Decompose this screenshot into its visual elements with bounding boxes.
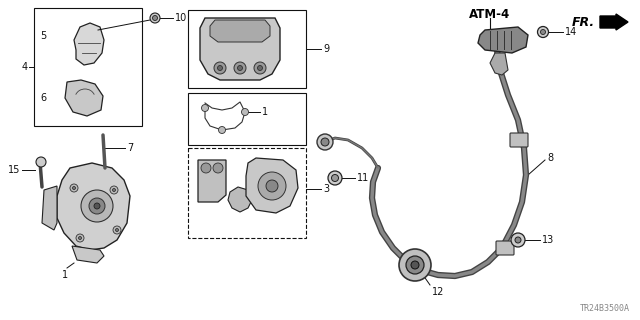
Circle shape — [399, 249, 431, 281]
Circle shape — [328, 171, 342, 185]
Text: 15: 15 — [8, 165, 20, 175]
Bar — [34, 8, 142, 126]
Circle shape — [113, 226, 121, 234]
FancyBboxPatch shape — [496, 241, 514, 255]
Circle shape — [79, 236, 81, 239]
Text: 12: 12 — [432, 287, 444, 297]
Text: 7: 7 — [127, 143, 133, 153]
Circle shape — [150, 13, 160, 23]
Polygon shape — [200, 18, 280, 80]
Circle shape — [538, 27, 548, 37]
Circle shape — [541, 29, 545, 35]
Circle shape — [511, 233, 525, 247]
Text: ATM-4: ATM-4 — [469, 8, 511, 21]
Text: 13: 13 — [542, 235, 554, 245]
Circle shape — [406, 256, 424, 274]
Text: 11: 11 — [357, 173, 369, 183]
Polygon shape — [210, 20, 270, 42]
Text: 14: 14 — [565, 27, 577, 37]
Polygon shape — [72, 246, 104, 263]
Polygon shape — [198, 160, 226, 202]
Text: 10: 10 — [175, 13, 188, 23]
Text: 2: 2 — [267, 199, 273, 209]
Circle shape — [332, 174, 339, 181]
Text: FR.: FR. — [572, 15, 595, 28]
Circle shape — [94, 203, 100, 209]
Circle shape — [411, 261, 419, 269]
Bar — [188, 148, 306, 238]
Circle shape — [201, 163, 211, 173]
FancyBboxPatch shape — [510, 133, 528, 147]
Circle shape — [234, 62, 246, 74]
FancyArrow shape — [600, 14, 628, 30]
Circle shape — [113, 188, 115, 191]
Circle shape — [214, 62, 226, 74]
Circle shape — [257, 66, 262, 70]
Circle shape — [70, 184, 78, 192]
Circle shape — [152, 15, 157, 20]
Text: 16: 16 — [200, 188, 211, 196]
Bar — [188, 10, 306, 88]
Text: 1: 1 — [62, 270, 68, 280]
Text: 9: 9 — [323, 44, 329, 54]
Circle shape — [237, 66, 243, 70]
Circle shape — [72, 187, 76, 189]
Text: 8: 8 — [547, 153, 553, 163]
Circle shape — [241, 108, 248, 116]
Circle shape — [254, 62, 266, 74]
Polygon shape — [57, 163, 130, 250]
Circle shape — [266, 180, 278, 192]
Polygon shape — [42, 186, 57, 230]
Circle shape — [110, 186, 118, 194]
Circle shape — [213, 163, 223, 173]
Polygon shape — [65, 80, 103, 116]
Polygon shape — [490, 53, 508, 75]
Circle shape — [202, 105, 209, 111]
Text: 5: 5 — [40, 31, 46, 41]
Circle shape — [218, 66, 223, 70]
Circle shape — [115, 228, 118, 231]
Polygon shape — [74, 23, 104, 65]
Text: 3: 3 — [323, 183, 329, 194]
Polygon shape — [478, 27, 528, 53]
Bar — [188, 93, 306, 145]
Polygon shape — [246, 158, 298, 213]
Text: TR24B3500A: TR24B3500A — [580, 304, 630, 313]
Circle shape — [321, 138, 329, 146]
Text: 4: 4 — [22, 62, 28, 72]
Circle shape — [81, 190, 113, 222]
Polygon shape — [228, 187, 252, 212]
Circle shape — [36, 157, 46, 167]
Circle shape — [89, 198, 105, 214]
Circle shape — [218, 126, 225, 133]
Circle shape — [317, 134, 333, 150]
Circle shape — [258, 172, 286, 200]
Circle shape — [76, 234, 84, 242]
Circle shape — [515, 237, 521, 243]
Text: 1: 1 — [262, 107, 268, 117]
Text: 6: 6 — [40, 93, 46, 103]
